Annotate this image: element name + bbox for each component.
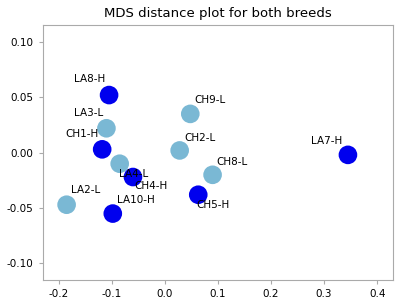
Point	[64, 202, 70, 207]
Point	[103, 126, 110, 131]
Text: LA8-H: LA8-H	[74, 74, 105, 84]
Text: CH1-H: CH1-H	[66, 129, 99, 139]
Point	[99, 147, 105, 152]
Text: LA7-H: LA7-H	[311, 136, 343, 146]
Text: CH5-H: CH5-H	[197, 200, 230, 210]
Point	[130, 174, 136, 179]
Text: LA10-H: LA10-H	[117, 195, 155, 205]
Text: CH8-L: CH8-L	[216, 157, 248, 167]
Point	[116, 161, 123, 166]
Point	[209, 172, 216, 177]
Point	[106, 93, 112, 98]
Text: LA2-L: LA2-L	[71, 185, 100, 195]
Point	[345, 152, 351, 157]
Point	[195, 192, 202, 197]
Title: MDS distance plot for both breeds: MDS distance plot for both breeds	[104, 7, 332, 20]
Point	[110, 211, 116, 216]
Point	[187, 111, 194, 116]
Text: LA3-L: LA3-L	[74, 108, 103, 118]
Text: CH2-L: CH2-L	[184, 133, 216, 143]
Text: CH9-L: CH9-L	[194, 95, 225, 105]
Text: CH4-H: CH4-H	[134, 181, 168, 192]
Text: LA4-L: LA4-L	[119, 169, 148, 179]
Point	[176, 148, 183, 153]
